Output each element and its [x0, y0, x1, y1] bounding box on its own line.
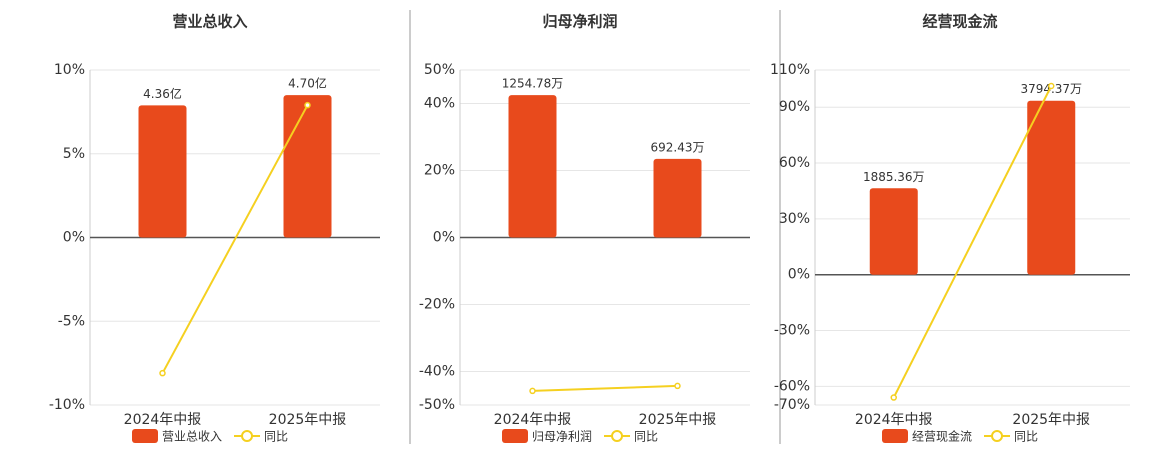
y-tick-label: 90% — [779, 99, 810, 115]
y-tick-label: -50% — [419, 397, 455, 413]
y-tick-label: 110% — [770, 62, 810, 78]
value-label: 692.43万 — [651, 140, 705, 154]
bar — [869, 188, 918, 275]
legend-label: 同比 — [264, 430, 288, 444]
y-tick-label: -30% — [774, 323, 810, 339]
bar — [1027, 100, 1076, 275]
legend-label: 归母净利润 — [532, 430, 592, 444]
bar — [138, 105, 187, 238]
line — [892, 85, 1053, 399]
legend-marker — [241, 430, 254, 442]
y-tick-label: 20% — [424, 163, 455, 179]
y-tick-label: -60% — [774, 378, 810, 394]
chart-title: 营业总收入 — [172, 13, 247, 31]
y-tick-label: 0% — [63, 230, 85, 246]
legend-marker — [611, 430, 624, 442]
legend-label: 经营现金流 — [912, 429, 972, 444]
value-label: 4.70亿 — [288, 76, 327, 91]
x-tick-label: 2025年中报 — [269, 412, 347, 428]
y-tick-label: 60% — [779, 155, 810, 171]
line-point — [159, 369, 166, 377]
y-tick-label: 5% — [63, 146, 85, 162]
legend-marker — [991, 430, 1004, 442]
y-tick-label: 50% — [424, 62, 455, 78]
legend-label: 同比 — [634, 430, 658, 444]
line-point — [890, 394, 897, 401]
x-tick-label: 2024年中报 — [855, 412, 933, 428]
y-tick-label: 0% — [433, 230, 455, 246]
x-tick-label: 2024年中报 — [124, 412, 202, 428]
line-point — [529, 387, 536, 395]
y-tick-label: -5% — [58, 313, 85, 329]
legend-label: 同比 — [1014, 430, 1038, 444]
bar — [283, 95, 332, 238]
value-label: 4.36亿 — [143, 86, 182, 101]
y-tick-label: -70% — [774, 397, 810, 413]
legend-swatch — [882, 429, 908, 443]
y-tick-label: 40% — [424, 96, 455, 112]
bar — [653, 158, 702, 238]
x-tick-label: 2025年中报 — [639, 412, 717, 428]
bar — [508, 95, 557, 238]
line-point — [304, 101, 311, 109]
line — [532, 384, 678, 392]
x-tick-label: 2024年中报 — [494, 412, 572, 428]
chart-title: 经营现金流 — [922, 13, 997, 31]
x-tick-label: 2025年中报 — [1012, 412, 1090, 428]
y-tick-label: 10% — [54, 62, 85, 78]
line-point — [674, 382, 681, 390]
legend-swatch — [502, 429, 528, 443]
value-label: 1254.78万 — [502, 77, 564, 91]
line — [161, 104, 309, 374]
value-label: 1885.36万 — [863, 170, 925, 184]
y-tick-label: -40% — [419, 364, 455, 380]
y-tick-label: -10% — [49, 397, 85, 413]
line-point — [1048, 82, 1055, 90]
legend-swatch — [132, 429, 158, 443]
legend-label: 营业总收入 — [162, 430, 222, 444]
y-tick-label: -20% — [419, 297, 455, 313]
y-tick-label: 0% — [788, 267, 810, 283]
y-tick-label: 30% — [779, 211, 810, 227]
chart-title: 归母净利润 — [542, 13, 617, 31]
